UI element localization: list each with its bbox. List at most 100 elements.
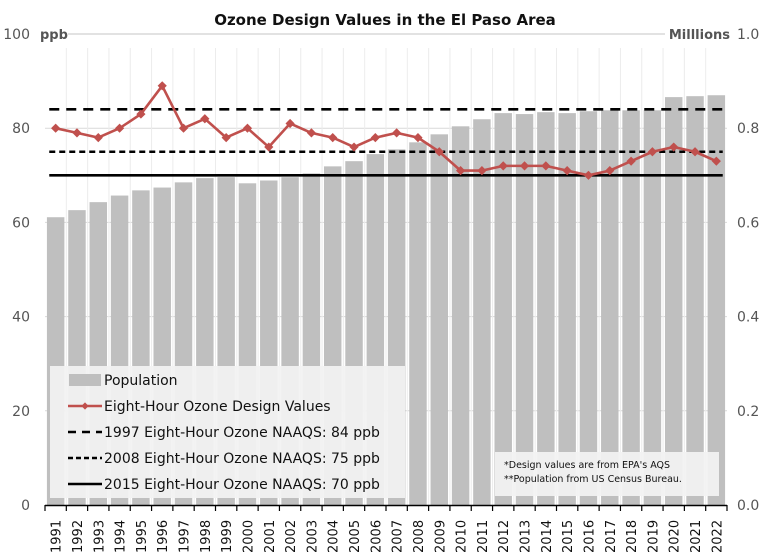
x-tick-label: 2021 <box>689 520 704 553</box>
naaqs-lines <box>49 108 723 177</box>
x-tick-label: 2015 <box>561 520 576 553</box>
x-tick-label: 2002 <box>284 520 299 553</box>
left-tick-label: 20 <box>12 404 30 420</box>
population-bar <box>494 113 512 506</box>
population-bar <box>537 112 555 505</box>
design-value-marker <box>93 133 103 143</box>
x-tick-label: 1994 <box>114 520 129 553</box>
population-bar <box>515 114 534 505</box>
population-bar <box>686 96 704 505</box>
design-value-marker <box>221 133 231 143</box>
left-tick-label: 80 <box>12 121 30 137</box>
x-tick-label: 2020 <box>668 520 683 553</box>
right-tick-label: 1.0 <box>737 27 759 43</box>
x-tick-label: 2013 <box>519 520 534 553</box>
x-tick-label: 1995 <box>135 520 150 553</box>
x-tick-label: 1997 <box>178 520 193 553</box>
design-value-marker <box>72 128 82 138</box>
legend-label: 2008 Eight-Hour Ozone NAAQS: 75 ppb <box>104 451 380 467</box>
x-tick-label: 1996 <box>156 520 171 553</box>
right-tick-label: 0.0 <box>737 498 759 514</box>
right-axis-label: Milllions <box>669 28 730 43</box>
design-value-marker <box>157 81 167 91</box>
population-bar <box>664 97 683 505</box>
design-value-marker <box>541 161 551 171</box>
x-tick-label: 2005 <box>348 520 363 553</box>
population-bar <box>430 134 449 505</box>
design-value-marker <box>413 133 423 143</box>
x-tick-label: 1999 <box>220 520 235 553</box>
note-background <box>495 452 719 496</box>
x-tick-label: 2019 <box>646 520 661 553</box>
right-tick-label: 0.4 <box>737 310 759 326</box>
x-tick-label: 1991 <box>50 520 65 553</box>
design-value-marker <box>605 165 615 176</box>
x-tick-label: 2003 <box>305 520 320 553</box>
left-axis-label: ppb <box>40 28 68 43</box>
design-value-marker <box>328 133 338 143</box>
design-value-marker <box>477 165 487 176</box>
x-tick-label: 2011 <box>476 520 491 553</box>
population-bar <box>643 110 662 505</box>
design-value-marker <box>647 147 658 157</box>
x-tick-label: 1992 <box>71 520 86 553</box>
legend-swatch-population <box>69 374 101 386</box>
x-tick-label: 2014 <box>540 520 555 553</box>
x-tick-label: 1993 <box>92 520 107 553</box>
x-tick-label: 2012 <box>497 520 512 553</box>
x-tick-label: 2022 <box>710 520 725 553</box>
design-value-marker <box>264 142 274 152</box>
design-value-marker <box>519 161 530 171</box>
axes: 1991 1992 1993 1994 1995 1996 1997 1998 1999 20 0 0… <box>3 27 759 553</box>
right-tick-label: 0.2 <box>737 404 759 420</box>
population-bar <box>409 142 427 505</box>
design-value-marker <box>370 133 380 143</box>
x-tick-label: 2001 <box>263 520 278 553</box>
legend-label: 1997 Eight-Hour Ozone NAAQS: 84 ppb <box>104 425 380 441</box>
x-tick-label: 2017 <box>604 520 619 553</box>
left-tick-label: 40 <box>12 310 30 326</box>
design-value-marker <box>626 156 636 166</box>
population-bar <box>558 113 576 506</box>
design-value-marker <box>434 147 444 157</box>
right-tick-label: 0.6 <box>737 215 759 231</box>
population-bar <box>601 110 619 505</box>
legend-label: Population <box>104 373 178 389</box>
design-value-marker <box>349 142 359 152</box>
design-value-marker <box>51 123 61 133</box>
design-value-marker <box>562 165 572 176</box>
design-value-marker <box>711 156 721 166</box>
design-values-line <box>51 81 721 180</box>
legend-box <box>50 366 405 498</box>
x-tick-label: 2006 <box>369 520 384 553</box>
legend-label: Eight-Hour Ozone Design Values <box>104 399 331 415</box>
legend-marker-diamond <box>81 402 89 410</box>
design-value-marker <box>498 161 508 171</box>
legend-background <box>50 366 405 498</box>
design-value-marker <box>669 142 679 152</box>
note-design-values: *Design values are from EPA's AQS <box>504 460 670 471</box>
legend: Population Eight-Hour Ozone Design Values… <box>68 373 380 493</box>
design-value-marker <box>285 118 295 129</box>
design-value-marker <box>583 170 594 180</box>
right-tick-label: 0.8 <box>737 121 759 137</box>
x-tick-label: 2018 <box>625 520 640 553</box>
population-bar <box>451 126 470 505</box>
chart-title: Ozone Design Values in the El Paso Area <box>214 11 556 29</box>
left-tick-label: 0 <box>21 498 30 514</box>
population-bar <box>579 111 598 505</box>
design-value-marker <box>200 114 210 124</box>
population-bar <box>473 119 491 505</box>
design-value-marker <box>242 123 253 133</box>
design-value-marker <box>690 147 700 157</box>
population-bar <box>622 110 640 505</box>
note-population-source: **Population from US Census Bureau. <box>504 474 682 485</box>
population-bar <box>707 95 726 505</box>
x-tick-label: 2007 <box>391 520 406 553</box>
x-tick-label: 2010 <box>455 520 470 553</box>
note-box: *Design values are from EPA's AQS **Popu… <box>495 452 719 496</box>
legend-label: 2015 Eight-Hour Ozone NAAQS: 70 ppb <box>104 477 380 493</box>
x-tick-label: 2016 <box>582 520 597 553</box>
design-value-marker <box>114 123 125 133</box>
x-tick-label: 1998 <box>199 520 214 553</box>
